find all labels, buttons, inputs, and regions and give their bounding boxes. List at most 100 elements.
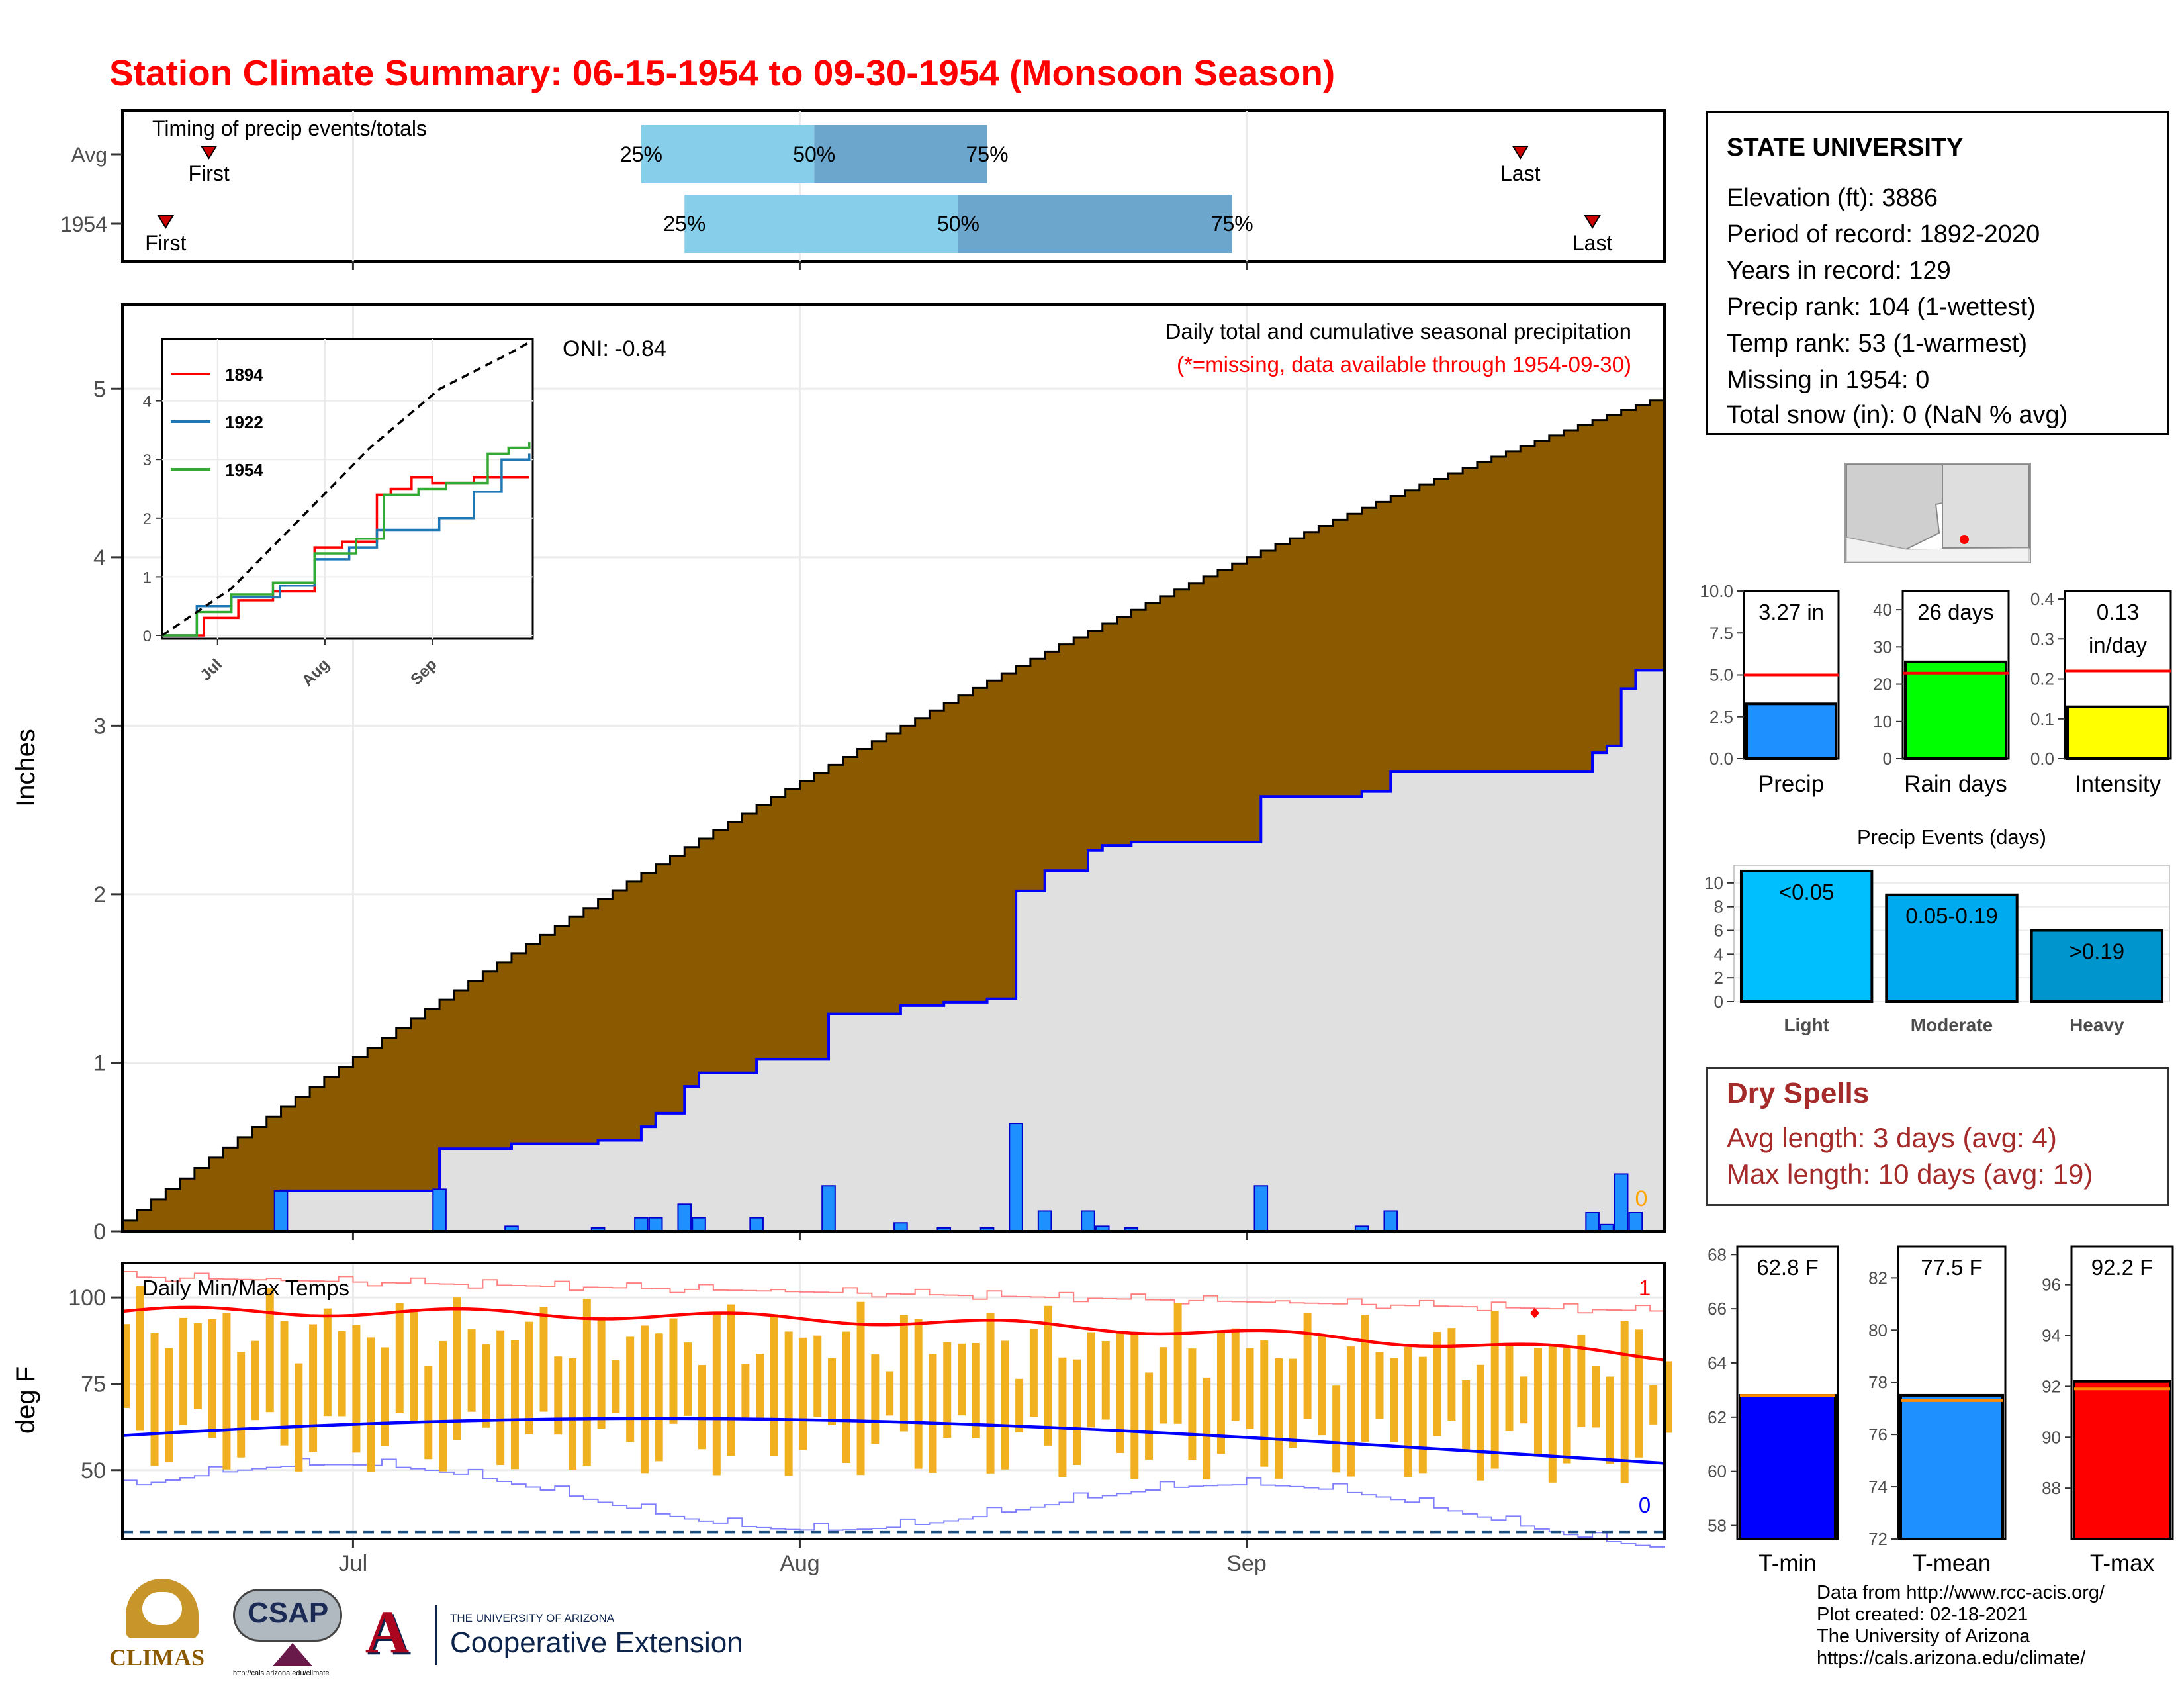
- temp-summary-bar: [1739, 1394, 1837, 1540]
- precip-y-axis-label: Inches: [11, 729, 40, 807]
- precip-frame: [121, 303, 1666, 1233]
- events-y-tick-label: 8: [1714, 897, 1723, 917]
- daily-temp-bar: [265, 1288, 274, 1413]
- ua-divider: [435, 1605, 437, 1665]
- daily-temp-bar: [1173, 1302, 1182, 1424]
- daily-temp-bar: [914, 1319, 923, 1469]
- daily-temp-bar: [338, 1331, 346, 1417]
- summary-y-tick-label: 0.1: [2030, 709, 2054, 729]
- oni-label: ONI: -0.84: [563, 336, 666, 361]
- summary-y-tick-label: 10: [1873, 712, 1892, 731]
- temp-summary-category-label: T-max: [2090, 1550, 2155, 1576]
- daily-temp-bar: [280, 1321, 289, 1446]
- precip-panel-title: Daily total and cumulative seasonal prec…: [1165, 319, 1631, 344]
- avg-max-temp-line: [122, 1305, 1665, 1362]
- summary-y-tick-label: 0.4: [2030, 589, 2054, 609]
- daily-temp-bar: [1375, 1352, 1384, 1419]
- summary-y-tick-label: 0.2: [2030, 669, 2054, 689]
- daily-temp-bar: [295, 1363, 303, 1472]
- events-y-tick-label: 0: [1714, 992, 1723, 1011]
- inset-series-line-1954: [162, 442, 531, 637]
- temp-summary-bar: [1899, 1393, 2004, 1541]
- credit-line: https://cals.arizona.edu/climate/: [1817, 1648, 2086, 1669]
- daily-temp-bar: [467, 1329, 476, 1412]
- summary-value-label: 0.13: [2097, 600, 2139, 624]
- temp-summary-y-tick-label: 82: [1868, 1268, 1888, 1288]
- credit-line: Data from http://www.rcc-acis.org/: [1817, 1582, 2105, 1603]
- daily-temp-bar: [122, 1324, 130, 1408]
- daily-temp-bar: [770, 1314, 778, 1457]
- daily-temp-bar: [958, 1343, 966, 1416]
- cumulative-1954-line: [122, 669, 1664, 1233]
- csap-logo: CSAP http://cals.arizona.edu/climate: [233, 1582, 349, 1681]
- station-line: Missing in 1954: 0: [1727, 366, 1930, 394]
- daily-temp-bar: [972, 1342, 980, 1438]
- daily-temp-bar: [943, 1342, 952, 1438]
- event-bar-label: 0.05-0.19: [1905, 904, 1997, 928]
- temp-y-tick-label: 100: [68, 1286, 106, 1311]
- daily-temp-bar: [1505, 1343, 1514, 1432]
- daily-temp-bar: [899, 1315, 908, 1432]
- daily-temp-bar: [395, 1303, 404, 1413]
- daily-temp-bar: [1620, 1321, 1629, 1483]
- event-category-label: Light: [1784, 1015, 1829, 1035]
- daily-temp-bar: [1073, 1359, 1081, 1465]
- summary-value-label: 3.27 in: [1758, 600, 1824, 624]
- station-line: Years in record: 129: [1727, 257, 1951, 285]
- temp-summary-y-tick-label: 66: [1707, 1299, 1727, 1319]
- csap-cloud: [233, 1589, 342, 1642]
- daily-temp-bar: [1649, 1385, 1658, 1425]
- summary-y-tick-label: 7.5: [1709, 623, 1733, 643]
- event-bar-label: <0.05: [1779, 880, 1835, 904]
- daily-temp-bar: [482, 1344, 490, 1428]
- daily-temp-bar: [1029, 1329, 1038, 1417]
- inset-legend-label: 1922: [225, 412, 263, 432]
- daily-temp-bar: [453, 1297, 461, 1440]
- daily-temp-bar: [1563, 1347, 1571, 1464]
- event-category-label: Moderate: [1911, 1015, 1993, 1035]
- temp-summary-value-label: 77.5 F: [1921, 1255, 1983, 1280]
- dry-spells-title: Dry Spells: [1727, 1077, 1870, 1109]
- record-high-count: 1: [1639, 1276, 1651, 1300]
- temp-summary-y-tick-label: 60: [1707, 1462, 1727, 1481]
- event-category-label: Heavy: [2070, 1015, 2124, 1035]
- daily-temp-bar: [612, 1360, 620, 1413]
- daily-temp-bar: [784, 1331, 793, 1476]
- station-line: Period of record: 1892-2020: [1727, 220, 2040, 248]
- temp-summary-category-label: T-mean: [1913, 1550, 1991, 1576]
- temp-summary-y-tick-label: 88: [2042, 1478, 2061, 1498]
- daily-temp-bar: [539, 1307, 548, 1412]
- station-line: Precip rank: 104 (1-wettest): [1727, 293, 2036, 321]
- dry-spells-box: Dry Spells Avg length: 3 days (avg: 4) M…: [1706, 1067, 2169, 1206]
- temp-summary-y-tick-label: 90: [2042, 1427, 2061, 1447]
- daily-temp-bar: [1231, 1328, 1240, 1421]
- daily-temp-bar: [1260, 1340, 1269, 1467]
- daily-temp-bar: [799, 1337, 807, 1450]
- station-line: Total snow (in): 0 (NaN % avg): [1727, 401, 2068, 429]
- daily-temp-bar: [1592, 1366, 1600, 1428]
- inset-y-tick-label: 1: [143, 569, 152, 586]
- events-y-tick-label: 2: [1714, 968, 1723, 988]
- precip-panel-subtitle: (*=missing, data available through 1954-…: [1177, 352, 1631, 377]
- summary-y-tick-label: 20: [1873, 675, 1892, 694]
- events-y-tick-label: 10: [1704, 873, 1723, 893]
- inset-series-line-1894: [162, 476, 529, 637]
- daily-temp-bar: [510, 1340, 519, 1470]
- event-bar-label: >0.19: [2070, 939, 2125, 964]
- daily-temp-bar: [439, 1340, 447, 1472]
- daily-temp-bar: [1101, 1341, 1110, 1420]
- page-title: Station Climate Summary: 06-15-1954 to 0…: [109, 52, 1336, 93]
- precip-y-tick-label: 1: [93, 1051, 106, 1076]
- daily-temp-bar: [1058, 1357, 1067, 1477]
- daily-temp-bar: [1188, 1348, 1197, 1460]
- daily-temp-bar: [1404, 1346, 1413, 1477]
- daily-temp-bar: [1303, 1313, 1312, 1419]
- temp-frame: [121, 1262, 1666, 1540]
- daily-temp-bar: [251, 1340, 259, 1421]
- temp-summary-y-tick-label: 62: [1707, 1407, 1727, 1427]
- daily-temp-bar: [1087, 1332, 1095, 1428]
- summary-bar: [1745, 702, 1837, 761]
- daily-temp-bar: [886, 1371, 894, 1416]
- daily-temp-bar: [525, 1321, 533, 1434]
- daily-temp-bar: [582, 1299, 591, 1466]
